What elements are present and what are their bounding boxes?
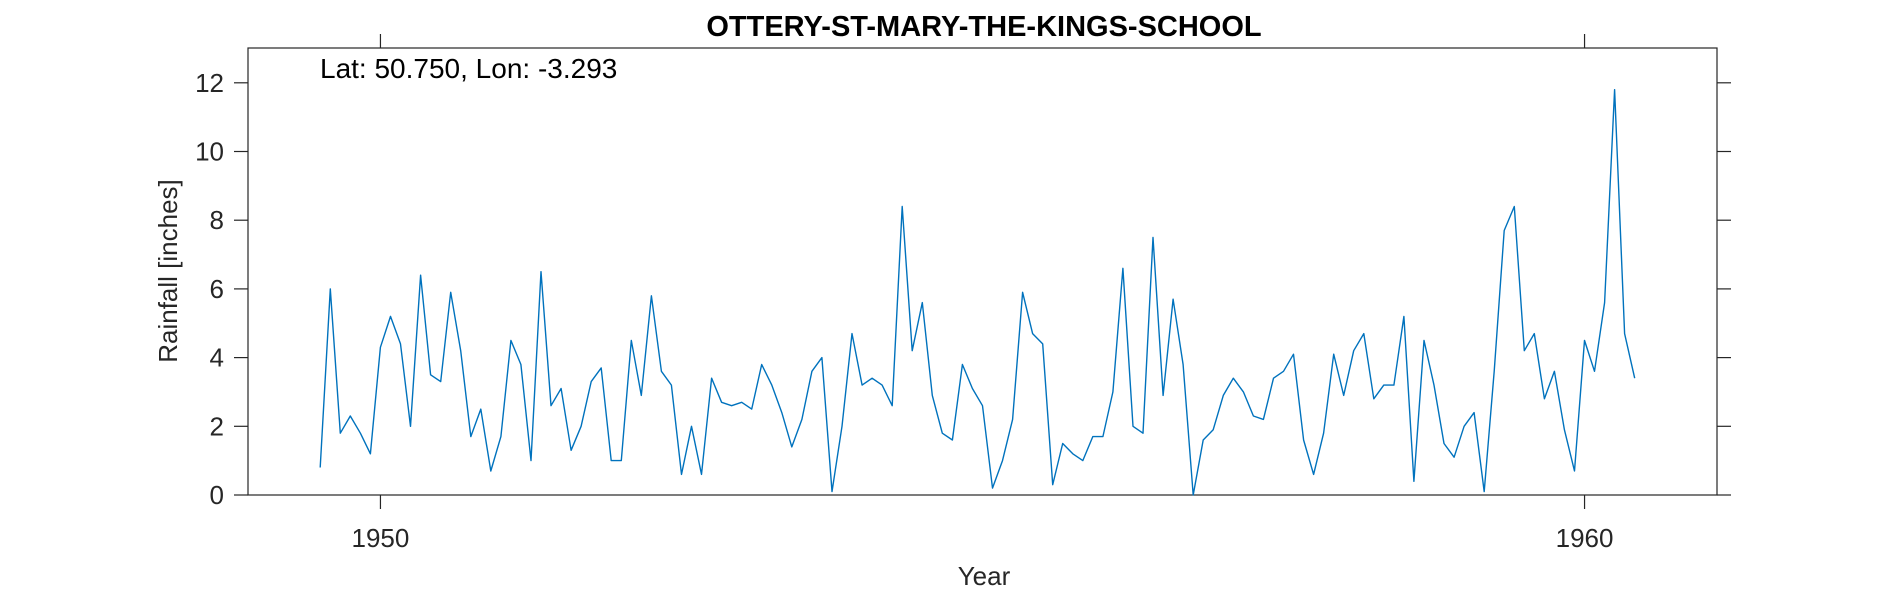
location-annotation: Lat: 50.750, Lon: -3.293	[320, 53, 617, 84]
series-layer	[319, 88, 1636, 496]
chart-title: OTTERY-ST-MARY-THE-KINGS-SCHOOL	[706, 11, 1261, 43]
y-tick-label: 2	[210, 411, 224, 441]
y-tick-label: 10	[195, 137, 224, 167]
x-axis-label: Year	[958, 561, 1011, 591]
x-tick-label: 1950	[352, 523, 410, 553]
y-tick-label: 12	[195, 68, 224, 98]
y-axis-label: Rainfall [inches]	[153, 179, 183, 363]
plot-area-frame	[247, 47, 1718, 496]
x-tick-label: 1960	[1556, 523, 1614, 553]
y-tick-label: 4	[210, 343, 224, 373]
y-tick-label: 6	[210, 274, 224, 304]
y-tick-label: 0	[210, 480, 224, 510]
rainfall-series-line	[319, 88, 1636, 496]
y-tick-label: 8	[210, 205, 224, 235]
axis-ticks: 0 2 4 6 8 10 12 1950 1960	[195, 34, 1731, 553]
